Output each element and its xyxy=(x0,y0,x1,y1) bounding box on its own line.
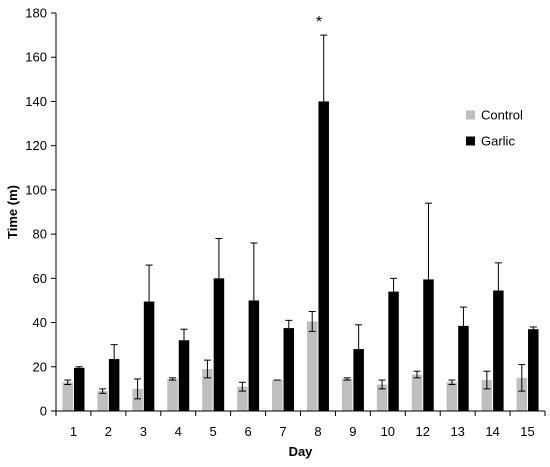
legend: Control Garlic xyxy=(466,108,523,149)
y-tick-label: 20 xyxy=(33,359,47,374)
y-tick-label: 120 xyxy=(25,138,47,153)
x-tick-label: 14 xyxy=(485,424,499,439)
x-tick-label: 12 xyxy=(416,424,430,439)
x-axis-title: Day xyxy=(289,444,314,459)
x-tick-label: 15 xyxy=(520,424,534,439)
garlic-bar xyxy=(213,278,225,411)
x-tick-label: 9 xyxy=(349,424,356,439)
garlic-bar xyxy=(178,340,190,411)
legend-label: Control xyxy=(481,108,523,123)
garlic-bar xyxy=(143,301,155,411)
y-tick-label: 100 xyxy=(25,182,47,197)
control-legend-swatch xyxy=(466,110,475,120)
legend-label: Garlic xyxy=(481,134,515,149)
x-tick-label: 4 xyxy=(175,424,182,439)
control-bar xyxy=(62,382,73,411)
x-tick-label: 6 xyxy=(244,424,251,439)
x-tick-label: 7 xyxy=(279,424,286,439)
control-bar xyxy=(446,382,458,411)
annotations: * xyxy=(316,14,322,31)
control-bar xyxy=(411,374,423,411)
control-bar xyxy=(132,388,143,411)
garlic-bar xyxy=(248,300,260,411)
garlic-bar xyxy=(108,359,120,411)
x-tick-label: 10 xyxy=(381,424,395,439)
control-bar xyxy=(97,391,108,411)
error-bars xyxy=(64,34,537,400)
y-axis-ticks: 0 20 40 60 80 100 120 140 160 180 xyxy=(25,6,56,419)
garlic-bar xyxy=(493,290,504,411)
x-tick-label: 1 xyxy=(70,424,77,439)
x-tick-label: 13 xyxy=(450,424,464,439)
control-bar xyxy=(167,378,178,411)
control-bar xyxy=(202,368,213,411)
garlic-bar xyxy=(458,325,469,411)
y-tick-label: 160 xyxy=(25,50,47,65)
x-tick-label: 5 xyxy=(210,424,217,439)
garlic-legend-swatch xyxy=(466,136,475,146)
y-tick-label: 80 xyxy=(33,227,47,242)
x-tick-label: 2 xyxy=(105,424,112,439)
control-bar xyxy=(272,380,283,411)
garlic-bar xyxy=(73,367,85,411)
y-tick-label: 40 xyxy=(33,315,47,330)
control-bar xyxy=(237,386,248,411)
garlic-bar xyxy=(318,101,329,411)
x-tick-label: 3 xyxy=(140,424,147,439)
y-tick-label: 140 xyxy=(25,94,47,109)
garlic-bar xyxy=(528,329,539,411)
control-bar xyxy=(376,384,388,411)
significance-marker: * xyxy=(316,14,322,31)
x-axis-ticks: 1 2 3 4 5 6 7 8 9 10 12 13 14 15 xyxy=(55,411,546,439)
garlic-bar xyxy=(283,328,295,411)
garlic-bar xyxy=(353,349,364,411)
control-bar xyxy=(341,378,353,411)
garlic-bar xyxy=(388,291,399,411)
y-tick-label: 0 xyxy=(40,404,47,419)
x-tick-label: 8 xyxy=(314,424,321,439)
y-tick-label: 180 xyxy=(25,6,47,21)
y-axis-title: Time (m) xyxy=(5,185,20,239)
control-bar xyxy=(516,377,528,411)
control-bar xyxy=(481,380,493,411)
bar-series xyxy=(62,101,539,411)
garlic-bar xyxy=(423,279,434,411)
control-bar xyxy=(306,321,318,411)
y-tick-label: 60 xyxy=(33,271,47,286)
